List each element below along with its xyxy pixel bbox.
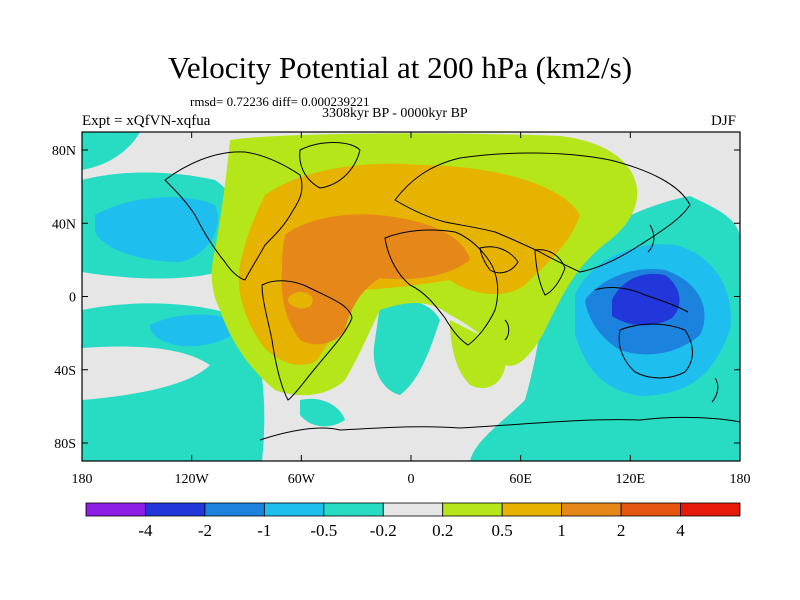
coast-madagascar: [504, 319, 510, 341]
stats-line: rmsd= 0.72236 diff= 0.000239221: [190, 94, 370, 109]
coast-eurasia: [394, 152, 691, 273]
coast-new-zealand: [711, 377, 719, 403]
colorbar-swatch: [680, 502, 741, 517]
coast-australia: [618, 323, 693, 379]
colorbar-swatch: [561, 502, 622, 517]
period-subtitle: 3308kyr BP - 0000kyr BP: [322, 106, 468, 121]
coast-africa: [384, 229, 499, 346]
field-south-america-negative: [300, 398, 345, 427]
colorbar-swatch: [442, 502, 503, 517]
coast-india: [534, 249, 566, 296]
lon-label: 0: [408, 472, 415, 487]
colorbar-swatch: [323, 502, 384, 517]
coast-south-america: [261, 280, 353, 401]
season-label: DJF: [711, 113, 737, 129]
colorbar-swatch: [263, 502, 325, 517]
longitude-axis: 180 120W 60W 0 60E 120E 180: [72, 132, 751, 487]
field-south-atlantic-negative: [373, 300, 440, 395]
field-south-pacific-negative: [82, 303, 265, 461]
lon-label: 60W: [288, 472, 316, 487]
colorbar-label: -1: [257, 521, 271, 540]
coast-arabia: [479, 246, 519, 274]
colorbar-label: -2: [198, 521, 212, 540]
lon-label: 120W: [175, 472, 210, 487]
colorbar-swatch: [382, 502, 444, 517]
coast-antarctica: [259, 416, 740, 441]
lat-label: 40S: [54, 364, 76, 379]
velocity-potential-field: [82, 132, 740, 461]
colorbar-swatch: [501, 502, 563, 517]
colorbar-swatch: [145, 502, 206, 517]
field-north-pacific-mid: [95, 197, 219, 262]
coast-north-america: [164, 151, 303, 281]
lon-label: 180: [72, 472, 93, 487]
latitude-axis: 80N 40N 0 40S 80S: [52, 144, 740, 452]
colorbar-label: -0.5: [310, 521, 337, 540]
lon-label: 60E: [509, 472, 532, 487]
lat-label: 40N: [52, 217, 76, 232]
field-tropical-atlantic-strong: [281, 214, 470, 345]
field-amazon-mid-inner: [287, 291, 313, 309]
field-arctic-negative: [82, 132, 140, 170]
coast-maritime-continent: [594, 287, 689, 313]
lat-label: 80S: [54, 437, 76, 452]
colorbar-swatch: [85, 502, 146, 517]
colorbar-label: 1: [557, 521, 566, 540]
colorbar-label: -4: [138, 521, 153, 540]
colorbar-label: 0.2: [432, 521, 453, 540]
colorbar-label: 2: [617, 521, 626, 540]
coast-japan: [647, 224, 655, 253]
coastlines: [164, 142, 740, 441]
lat-label: 80N: [52, 144, 76, 159]
lon-label: 120E: [616, 472, 646, 487]
coast-greenland: [299, 142, 361, 189]
lon-label: 180: [730, 472, 751, 487]
plot-title: Velocity Potential at 200 hPa (km2/s): [167, 50, 633, 85]
field-south-indian-positive: [450, 320, 506, 389]
field-indo-pacific-core: [612, 273, 680, 326]
colorbar: -4 -2 -1 -0.5 -0.2 0.2 0.5 1 2 4: [85, 502, 741, 540]
colorbar-swatch: [620, 502, 681, 517]
colorbar-swatch: [204, 502, 265, 517]
field-south-pacific-mid: [150, 314, 240, 347]
colorbar-label: 4: [676, 521, 685, 540]
colorbar-label: -0.2: [370, 521, 397, 540]
experiment-label: Expt = xQfVN-xqfua: [82, 113, 211, 129]
colorbar-label: 0.5: [492, 521, 513, 540]
lat-label: 0: [69, 291, 76, 306]
